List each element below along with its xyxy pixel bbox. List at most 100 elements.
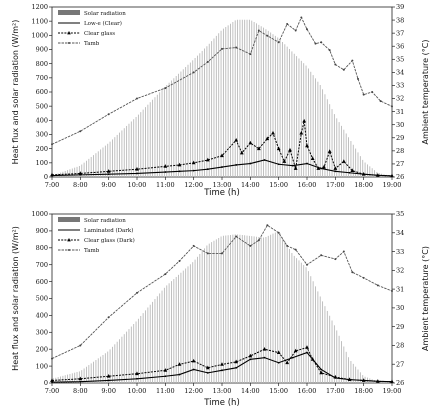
series-tamb-point — [136, 97, 138, 100]
y2-tick-label: 28 — [396, 147, 404, 155]
y-tick-label: 100 — [36, 362, 48, 370]
series-2-point — [361, 378, 366, 382]
y-tick-label: 0 — [44, 173, 48, 181]
series-1-point — [164, 171, 167, 173]
series-2-point — [265, 136, 270, 141]
series-2-point — [220, 362, 224, 366]
x-tick-label: 19:00 — [383, 181, 402, 189]
series-2-point — [316, 166, 321, 170]
x-axis-title: Time (h) — [203, 188, 240, 198]
series-2-point — [163, 368, 168, 372]
y-tick-label: 400 — [36, 312, 48, 320]
series-2-point — [256, 146, 261, 151]
series-tamb-point — [235, 46, 238, 49]
series-2-point — [205, 365, 210, 370]
series-tamb-line — [51, 224, 393, 359]
series-tamb-line — [51, 16, 393, 145]
chart-bottom: 7:00 8:00 9:00 10:00 11:00 12:00 13:00 14:00 15:… — [11, 210, 430, 408]
y-tick-label: 300 — [36, 329, 48, 337]
x-tick-label: 12:00 — [184, 181, 203, 189]
legend-label: Low-e (Clear) — [84, 20, 122, 27]
series-1-point — [249, 162, 252, 165]
series-1-point — [348, 171, 351, 174]
series-tamb-point — [371, 91, 374, 93]
series-tamb-point — [51, 143, 53, 146]
legend-swatch-solar — [58, 10, 80, 15]
series-2-point — [234, 359, 239, 364]
series-1-point — [334, 170, 337, 173]
series-1-point — [164, 375, 167, 378]
series-2-point — [78, 171, 83, 175]
series-tamb-point — [136, 291, 138, 294]
series-1-point — [107, 379, 110, 382]
series-1-point — [221, 166, 223, 168]
y-tick-label: 900 — [36, 227, 48, 235]
series-2-point — [333, 374, 338, 379]
series-tamb-point — [342, 68, 345, 71]
series-tamb-point — [221, 252, 223, 255]
series-tamb-point — [294, 248, 297, 251]
series-2-point — [293, 166, 298, 170]
x-tick-label: 14:00 — [241, 387, 260, 395]
legend-label: Solar radiation — [84, 218, 126, 224]
y-tick-label: 200 — [36, 145, 48, 153]
series-1-point — [320, 368, 323, 371]
x-axis-title: Time (h) — [203, 398, 240, 408]
series-2-point — [347, 377, 352, 382]
series-2-point — [305, 345, 309, 349]
series-1-point — [263, 356, 266, 359]
series-tamb-point — [334, 258, 337, 261]
x-tick-label: 8:00 — [73, 387, 88, 395]
y2-tick-label: 33 — [396, 248, 404, 256]
series-1-point — [306, 351, 308, 354]
y2-tick-label: 26 — [396, 173, 404, 181]
chart-top: 7:00 8:00 9:00 10:00 11:00 12:00 13:00 14:00 15:… — [11, 3, 430, 198]
y2-tick-label: 29 — [396, 323, 404, 331]
series-2-point — [302, 118, 307, 123]
y2-tick-label: 29 — [396, 134, 404, 142]
series-tamb-point — [362, 276, 365, 279]
x-tick-label: 8:00 — [73, 181, 88, 189]
series-2-point — [106, 169, 111, 173]
series-1-point — [107, 173, 110, 176]
y2-tick-label: 39 — [396, 3, 404, 11]
y-tick-label: 0 — [44, 379, 48, 387]
series-tamb-point — [164, 87, 167, 90]
y-tick-label: 700 — [36, 74, 48, 82]
series-tamb-point — [314, 42, 317, 45]
x-tick-label: 17:00 — [326, 181, 345, 189]
series-2-point — [288, 147, 292, 152]
y2-axis-title: Ambient temperature (°C) — [421, 40, 430, 145]
series-2-point — [299, 130, 304, 135]
series-2-line — [51, 120, 393, 177]
series-1-point — [221, 369, 223, 372]
y-tick-label: 900 — [36, 46, 48, 54]
y2-tick-label: 34 — [396, 229, 404, 237]
y2-tick-label: 38 — [396, 16, 404, 24]
series-2-point — [135, 371, 139, 376]
y-tick-label: 700 — [36, 261, 48, 269]
x-tick-label: 10:00 — [128, 181, 147, 189]
y-tick-label: 1200 — [31, 3, 48, 11]
series-1-point — [235, 164, 238, 166]
series-tamb-point — [320, 41, 323, 44]
series-2-point — [248, 140, 253, 145]
legend-marker-tamb — [68, 42, 70, 44]
series-1-point — [136, 172, 138, 175]
series-tamb-point — [334, 63, 337, 66]
series-2-point — [327, 149, 332, 153]
series-1-point — [178, 373, 181, 376]
series-2-point — [310, 357, 315, 361]
series-2-point — [276, 350, 281, 354]
series-tamb-point — [277, 41, 280, 44]
y2-tick-label: 30 — [396, 304, 404, 312]
series-1-point — [263, 159, 266, 161]
series-1-point — [277, 163, 280, 166]
y-tick-label: 1100 — [31, 17, 48, 25]
series-1-point — [136, 377, 138, 380]
series-2-point — [163, 164, 168, 168]
y-tick-label: 200 — [36, 345, 48, 353]
y2-tick-label: 36 — [396, 42, 404, 50]
series-2-point — [177, 362, 182, 366]
series-2-point — [390, 173, 394, 178]
